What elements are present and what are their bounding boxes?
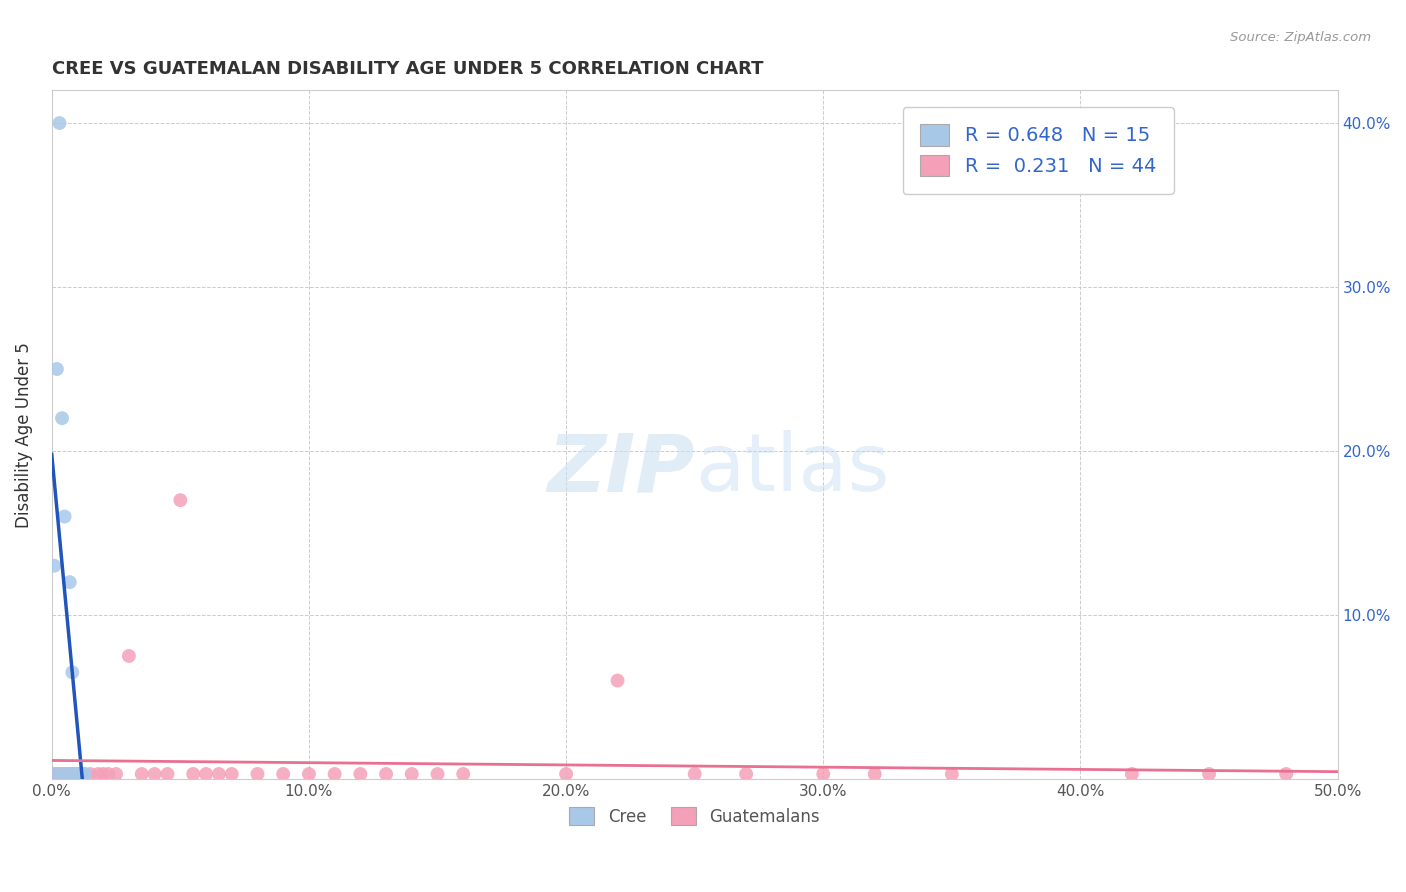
Point <box>51 411 73 425</box>
Point <box>246 767 269 781</box>
Point <box>735 767 758 781</box>
Point <box>53 509 76 524</box>
Text: Source: ZipAtlas.com: Source: ZipAtlas.com <box>1230 31 1371 45</box>
Text: ZIP: ZIP <box>547 430 695 508</box>
Point <box>941 767 963 781</box>
Point <box>683 767 706 781</box>
Point <box>87 767 110 781</box>
Point <box>555 767 578 781</box>
Point <box>97 767 120 781</box>
Point <box>63 767 86 781</box>
Point <box>60 767 83 781</box>
Point <box>401 767 423 781</box>
Point <box>156 767 179 781</box>
Point <box>63 767 86 781</box>
Point <box>105 767 128 781</box>
Point <box>143 767 166 781</box>
Point <box>323 767 346 781</box>
Point <box>44 767 66 781</box>
Point <box>69 767 91 781</box>
Y-axis label: Disability Age Under 5: Disability Age Under 5 <box>15 342 32 527</box>
Point <box>131 767 153 781</box>
Point <box>195 767 218 781</box>
Point <box>72 767 94 781</box>
Point <box>271 767 294 781</box>
Point <box>66 767 89 781</box>
Point <box>298 767 321 781</box>
Point <box>375 767 398 781</box>
Text: CREE VS GUATEMALAN DISABILITY AGE UNDER 5 CORRELATION CHART: CREE VS GUATEMALAN DISABILITY AGE UNDER … <box>52 60 763 78</box>
Point <box>75 767 97 781</box>
Point <box>169 493 191 508</box>
Point <box>451 767 474 781</box>
Point <box>59 575 82 590</box>
Point <box>51 767 73 781</box>
Point <box>51 767 73 781</box>
Point <box>60 665 83 680</box>
Point <box>45 767 67 781</box>
Point <box>1275 767 1298 781</box>
Point <box>426 767 449 781</box>
Point <box>53 767 76 781</box>
Point <box>72 767 94 781</box>
Point <box>606 673 628 688</box>
Point <box>863 767 886 781</box>
Point <box>56 767 79 781</box>
Point <box>79 767 101 781</box>
Point <box>1121 767 1143 781</box>
Point <box>1198 767 1220 781</box>
Point <box>208 767 231 781</box>
Point <box>44 558 66 573</box>
Point <box>181 767 204 781</box>
Legend: Cree, Guatemalans: Cree, Guatemalans <box>562 800 827 832</box>
Point <box>91 767 114 781</box>
Point <box>349 767 371 781</box>
Point <box>118 648 141 663</box>
Point <box>56 767 79 781</box>
Point <box>45 362 67 376</box>
Point <box>66 767 89 781</box>
Point <box>48 116 70 130</box>
Point <box>44 767 66 781</box>
Point <box>48 767 70 781</box>
Point <box>221 767 243 781</box>
Text: atlas: atlas <box>695 430 889 508</box>
Point <box>59 767 82 781</box>
Point <box>813 767 835 781</box>
